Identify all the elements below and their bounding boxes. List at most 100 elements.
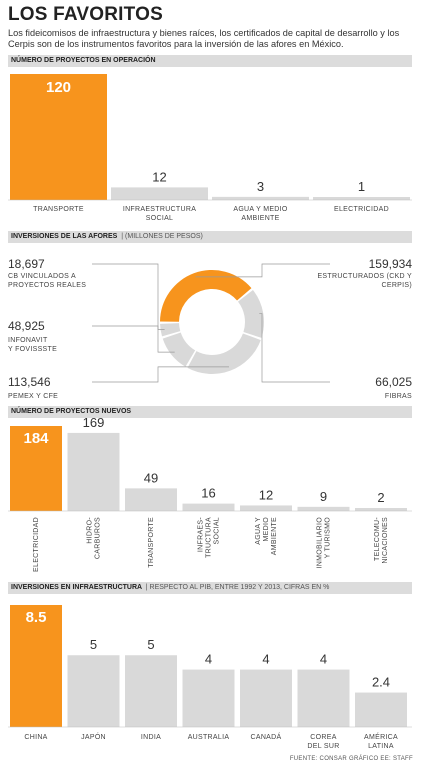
- category-label: CANADÁ: [251, 732, 282, 741]
- category-label: LATINA: [368, 743, 394, 750]
- slice-label: INFONAVIT: [8, 337, 48, 344]
- leader-line: [92, 263, 165, 330]
- section-header-inversion-infraestructura: INVERSIONES EN INFRAESTRUCTURA | RESPECT…: [8, 582, 412, 594]
- donut-slice: [237, 289, 264, 338]
- section-title: INVERSIONES EN INFRAESTRUCTURA: [11, 584, 142, 591]
- category-label: AMBIENTE: [271, 517, 278, 555]
- leader-line: [92, 325, 175, 353]
- data-label: 120: [46, 79, 71, 96]
- data-label: 5: [90, 637, 97, 652]
- bar: [67, 432, 120, 511]
- donut-slice: [160, 270, 252, 322]
- data-label: 2.4: [372, 675, 390, 690]
- slice-value: 18,697: [8, 257, 45, 271]
- slice-label: PROYECTOS REALES: [8, 282, 86, 289]
- category-label: SOCIAL: [214, 517, 221, 544]
- category-label: TRUCTURA: [206, 517, 213, 558]
- leader-line: [195, 263, 330, 278]
- section-header-operacion: NÚMERO DE PROYECTOS EN OPERACIÓN: [8, 55, 412, 67]
- leader-line: [259, 313, 330, 383]
- bar: [355, 508, 407, 511]
- category-label: AMÉRICA: [364, 732, 398, 741]
- category-label: AMBIENTE: [241, 215, 279, 222]
- bar: [297, 669, 350, 727]
- bar: [111, 187, 208, 200]
- category-label: MEDIO: [263, 517, 270, 542]
- page-title: LOS FAVORITOS: [8, 4, 163, 25]
- category-label: JAPÓN: [81, 732, 106, 741]
- chart-inversion-infraestructura: 8.5 CHINA 5 JAPÓN 5 INDIA 4 AUSTRALIA 4 CANADÁ 4 CO…: [8, 605, 412, 750]
- bar: [67, 655, 120, 727]
- category-label: TELECOMU-: [374, 517, 381, 561]
- bar: [125, 488, 177, 511]
- data-label: 2: [377, 490, 384, 505]
- data-label: 5: [147, 637, 154, 652]
- category-label: AUSTRALIA: [188, 734, 230, 741]
- category-label: ELECTRICIDAD: [334, 206, 389, 213]
- bar: [313, 197, 410, 200]
- section-subtitle: | RESPECTO AL PIB, ENTRE 1992 Y 2013, CI…: [145, 584, 330, 591]
- section-header-inversiones-afores: INVERSIONES DE LAS AFORES | (MILLONES DE…: [8, 231, 412, 243]
- category-label: INDIA: [141, 734, 161, 741]
- data-label: 4: [262, 652, 269, 667]
- data-label: 4: [205, 652, 212, 667]
- chart-proyectos-operacion: 120 TRANSPORTE 12 INFRAESTRUCTURA SOCIAL 3 AGU…: [8, 74, 412, 222]
- data-label: 169: [83, 415, 105, 430]
- data-label: 3: [257, 179, 264, 194]
- data-label: 8.5: [26, 609, 47, 626]
- data-label: 4: [320, 652, 327, 667]
- slice-value: 48,925: [8, 319, 45, 333]
- leader-line: [92, 366, 230, 383]
- chart-inversiones-afores: 159,934 ESTRUCTURADOS (CKD Y CERPIS) 66,025…: [8, 257, 413, 400]
- section-title: INVERSIONES DE LAS AFORES: [11, 233, 118, 240]
- slice-label: FIBRAS: [385, 393, 412, 400]
- section-header-proyectos-nuevos: NÚMERO DE PROYECTOS NUEVOS: [8, 406, 412, 418]
- source-credit: FUENTE: CONSAR GRÁFICO EE: STAFF: [289, 756, 413, 762]
- data-label: 184: [23, 430, 49, 447]
- slice-label: CERPIS): [382, 282, 413, 289]
- data-label: 1: [358, 179, 365, 194]
- category-label: ELECTRICIDAD: [33, 517, 40, 572]
- bar: [125, 655, 177, 727]
- bar: [10, 426, 62, 511]
- bar: [355, 692, 407, 727]
- category-label: DEL SUR: [307, 743, 339, 750]
- section-subtitle: | (MILLONES DE PESOS): [121, 233, 203, 240]
- category-label: CARBUROS: [95, 517, 102, 559]
- intro-text: Los fideicomisos de infraestructura y bi…: [8, 28, 400, 49]
- bar: [212, 196, 309, 200]
- bar: [240, 669, 292, 727]
- category-label: NICACIONES: [382, 517, 389, 564]
- section-title: NÚMERO DE PROYECTOS NUEVOS: [11, 408, 132, 415]
- category-label: Y TURISMO: [325, 517, 332, 559]
- bar: [182, 503, 235, 511]
- slice-label: PEMEX Y CFE: [8, 393, 58, 400]
- bar: [10, 74, 107, 200]
- category-label: AGUA Y MEDIO: [233, 206, 288, 213]
- donut-slice: [162, 332, 196, 367]
- data-label: 16: [201, 486, 215, 501]
- bar: [297, 506, 350, 511]
- slice-value: 66,025: [375, 375, 412, 389]
- slice-value: 113,546: [8, 375, 51, 389]
- slice-label: Y FOVISSSTE: [8, 346, 57, 353]
- category-label: INFRAES-: [198, 517, 205, 552]
- category-label: CHINA: [24, 734, 47, 741]
- slice-label: ESTRUCTURADOS (CKD Y: [317, 273, 412, 280]
- section-title: NÚMERO DE PROYECTOS EN OPERACIÓN: [11, 57, 156, 64]
- category-label: HIDRO-: [87, 517, 94, 544]
- data-label: 12: [152, 169, 166, 184]
- slice-label: CB VINCULADOS A: [8, 273, 76, 280]
- bar: [10, 605, 62, 727]
- category-label: AGUA Y: [255, 517, 262, 545]
- category-label: COREA: [310, 734, 336, 741]
- donut-slice: [160, 323, 181, 337]
- donut-slice: [187, 333, 261, 375]
- bar: [240, 505, 292, 511]
- category-label: INFRAESTRUCTURA: [123, 206, 196, 213]
- bar: [182, 669, 235, 727]
- slice-value: 159,934: [369, 257, 413, 271]
- category-label: INMOBILIARIO: [317, 517, 324, 569]
- data-label: 12: [259, 487, 273, 502]
